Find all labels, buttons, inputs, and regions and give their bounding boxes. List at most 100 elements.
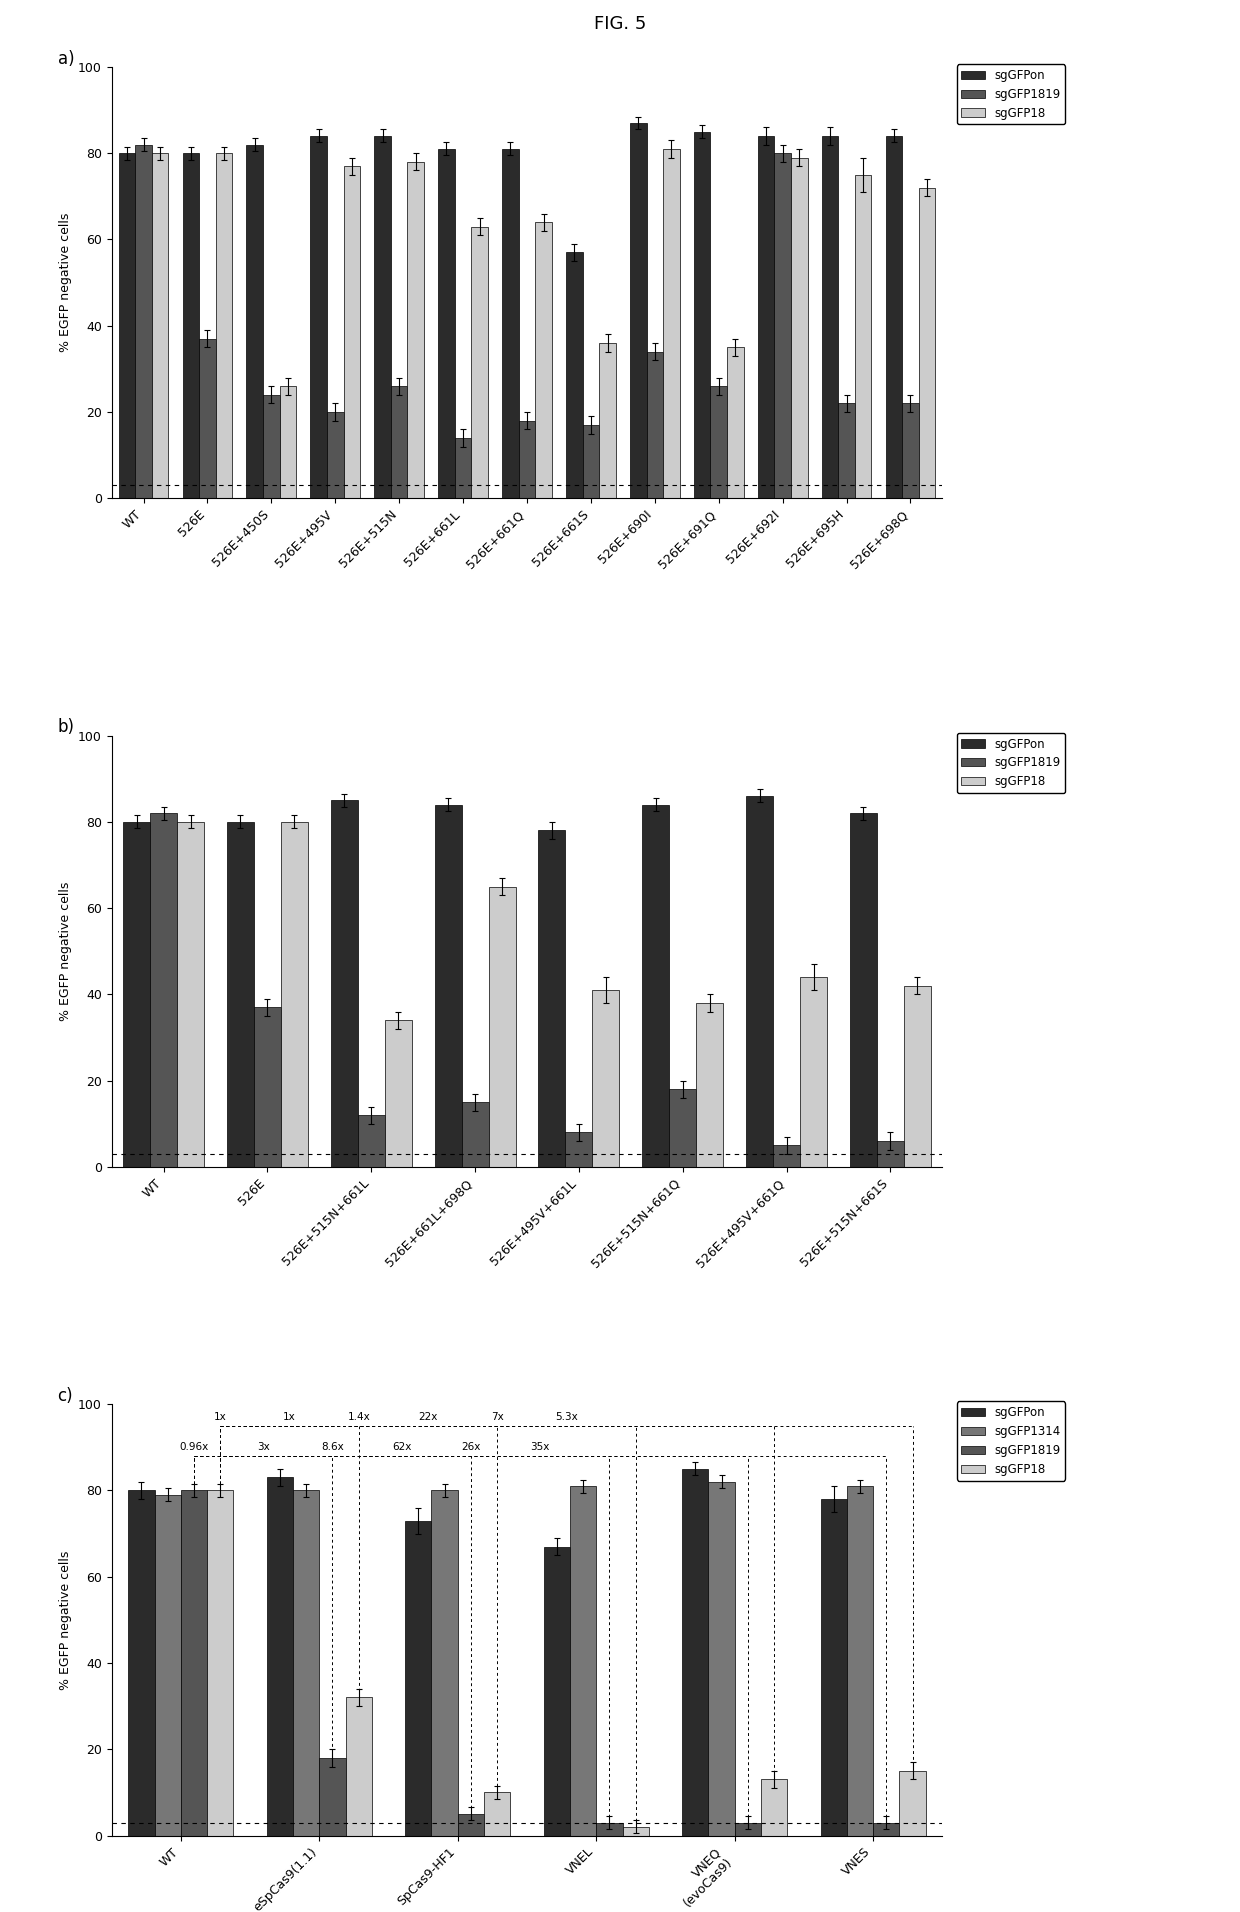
- Bar: [207, 1491, 233, 1836]
- Bar: [774, 153, 791, 499]
- Y-axis label: % EGFP negative cells: % EGFP negative cells: [60, 1551, 72, 1690]
- Bar: [181, 1491, 207, 1836]
- Bar: [630, 122, 646, 499]
- Text: 8.6x: 8.6x: [321, 1442, 343, 1453]
- Bar: [583, 424, 599, 499]
- Bar: [123, 822, 150, 1166]
- Text: FIG. 5: FIG. 5: [594, 15, 646, 33]
- Bar: [384, 1021, 412, 1166]
- Bar: [642, 805, 670, 1166]
- Bar: [461, 1101, 489, 1166]
- Bar: [761, 1780, 787, 1836]
- Bar: [899, 1771, 926, 1836]
- Text: 3x: 3x: [257, 1442, 269, 1453]
- Bar: [151, 153, 169, 499]
- Bar: [458, 1814, 484, 1836]
- Bar: [182, 153, 200, 499]
- Text: 0.96x: 0.96x: [180, 1442, 208, 1453]
- Bar: [408, 163, 424, 499]
- Bar: [919, 187, 935, 499]
- Bar: [281, 822, 308, 1166]
- Bar: [438, 149, 455, 499]
- Text: 35x: 35x: [531, 1442, 549, 1453]
- Bar: [885, 136, 903, 499]
- Bar: [838, 403, 854, 499]
- Bar: [254, 1008, 281, 1166]
- Bar: [247, 145, 263, 499]
- Y-axis label: % EGFP negative cells: % EGFP negative cells: [60, 212, 72, 352]
- Bar: [873, 1822, 899, 1836]
- Text: 22x: 22x: [418, 1413, 438, 1423]
- Bar: [177, 822, 205, 1166]
- Bar: [565, 252, 583, 499]
- Text: 1.4x: 1.4x: [347, 1413, 370, 1423]
- Bar: [346, 1698, 372, 1836]
- Bar: [570, 1486, 596, 1836]
- Bar: [455, 438, 471, 499]
- Bar: [622, 1826, 649, 1836]
- Bar: [319, 1757, 346, 1836]
- Bar: [670, 1090, 697, 1166]
- Bar: [849, 813, 877, 1166]
- Bar: [471, 226, 489, 499]
- Bar: [708, 1482, 734, 1836]
- Bar: [903, 403, 919, 499]
- Bar: [267, 1478, 293, 1836]
- Text: 7x: 7x: [491, 1413, 503, 1423]
- Bar: [489, 887, 516, 1166]
- Bar: [734, 1822, 761, 1836]
- Bar: [434, 805, 461, 1166]
- Bar: [293, 1491, 319, 1836]
- Bar: [128, 1491, 155, 1836]
- Bar: [904, 987, 931, 1166]
- Bar: [773, 1145, 800, 1166]
- Text: 26x: 26x: [461, 1442, 481, 1453]
- Bar: [599, 342, 616, 499]
- Text: a): a): [57, 50, 74, 67]
- Bar: [135, 145, 151, 499]
- Bar: [697, 1004, 723, 1166]
- Bar: [854, 174, 872, 499]
- Bar: [822, 136, 838, 499]
- Legend: sgGFPon, sgGFP1819, sgGFP18: sgGFPon, sgGFP1819, sgGFP18: [956, 65, 1065, 124]
- Bar: [150, 813, 177, 1166]
- Bar: [682, 1468, 708, 1836]
- Bar: [694, 132, 711, 499]
- Bar: [310, 136, 327, 499]
- Bar: [357, 1115, 384, 1166]
- Text: 62x: 62x: [392, 1442, 412, 1453]
- Bar: [646, 352, 663, 499]
- Text: 1x: 1x: [215, 1413, 227, 1423]
- Bar: [543, 1547, 570, 1836]
- Bar: [821, 1499, 847, 1836]
- Text: 1x: 1x: [283, 1413, 296, 1423]
- Bar: [847, 1486, 873, 1836]
- Bar: [432, 1491, 458, 1836]
- Bar: [155, 1495, 181, 1836]
- Bar: [405, 1520, 432, 1836]
- Bar: [327, 411, 343, 499]
- Bar: [343, 166, 360, 499]
- Bar: [711, 386, 727, 499]
- Bar: [877, 1141, 904, 1166]
- Text: 5.3x: 5.3x: [556, 1413, 578, 1423]
- Bar: [331, 801, 357, 1166]
- Bar: [391, 386, 408, 499]
- Y-axis label: % EGFP negative cells: % EGFP negative cells: [60, 881, 72, 1021]
- Bar: [536, 222, 552, 499]
- Bar: [538, 830, 565, 1166]
- Bar: [484, 1792, 511, 1836]
- Bar: [216, 153, 232, 499]
- Bar: [800, 977, 827, 1166]
- Bar: [565, 1132, 593, 1166]
- Bar: [758, 136, 774, 499]
- Bar: [663, 149, 680, 499]
- Bar: [791, 157, 807, 499]
- Bar: [200, 338, 216, 499]
- Bar: [227, 822, 254, 1166]
- Bar: [119, 153, 135, 499]
- Legend: sgGFPon, sgGFP1819, sgGFP18: sgGFPon, sgGFP1819, sgGFP18: [956, 732, 1065, 793]
- Bar: [746, 795, 773, 1166]
- Bar: [593, 990, 620, 1166]
- Bar: [502, 149, 518, 499]
